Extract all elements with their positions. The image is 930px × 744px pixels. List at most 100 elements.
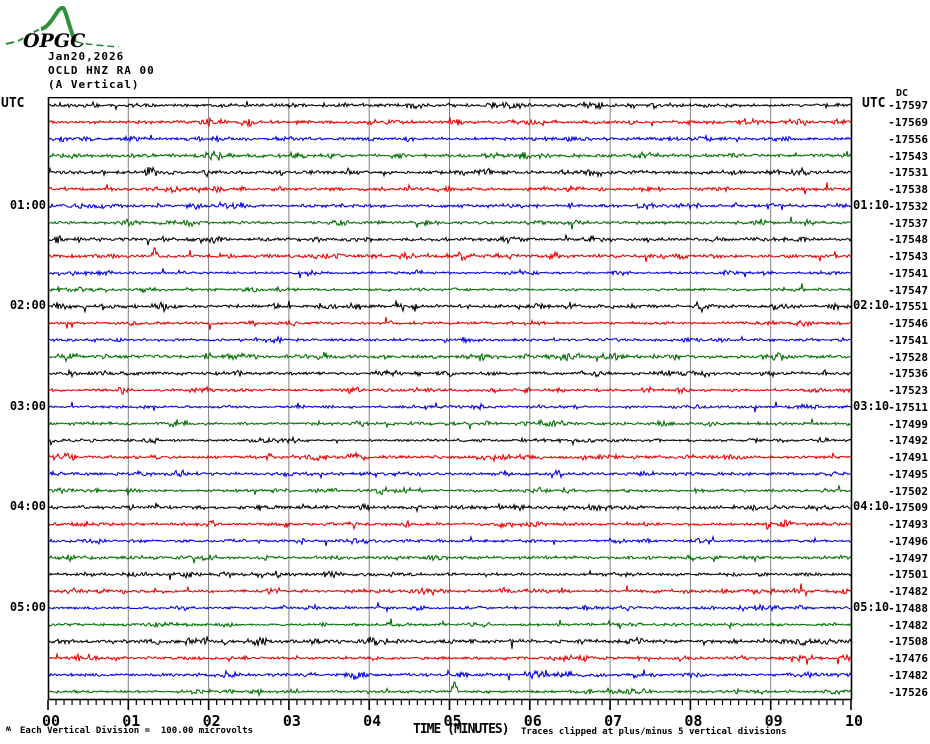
header-station-code: OCLD HNZ RA 00 bbox=[48, 64, 155, 77]
trace-row-0450 bbox=[48, 583, 852, 598]
dc-value-row-0240: -17536 bbox=[888, 367, 928, 381]
trace-row-0120 bbox=[48, 234, 852, 246]
dc-value-row-0520: -17508 bbox=[888, 635, 928, 649]
dc-value-row-0350: -17502 bbox=[888, 484, 928, 498]
trace-row-0510 bbox=[48, 618, 852, 631]
trace-row-0240 bbox=[48, 368, 852, 379]
dc-value-row-0010: -17569 bbox=[888, 116, 928, 130]
right-time-label-0510: 05:10 bbox=[853, 599, 890, 614]
volcano-curve-icon: OPGC bbox=[5, 5, 120, 52]
dc-value-row-0310: -17499 bbox=[888, 417, 928, 431]
trace-row-0340 bbox=[48, 468, 852, 480]
trace-row-0410 bbox=[48, 519, 852, 531]
trace-row-0520 bbox=[48, 636, 852, 649]
dc-value-row-0110: -17537 bbox=[888, 216, 928, 230]
wiggle-scale-icon: ʍ bbox=[6, 724, 11, 733]
x-tick-label: 10 bbox=[845, 712, 863, 730]
trace-row-0350 bbox=[48, 485, 852, 496]
x-tick-label: 01 bbox=[122, 712, 140, 730]
trace-row-0550 bbox=[48, 681, 852, 698]
hour-label-0400: 04:00 bbox=[9, 499, 46, 514]
dc-value-row-0130: -17543 bbox=[888, 250, 928, 264]
trace-row-0000 bbox=[48, 100, 852, 112]
trace-row-0420 bbox=[48, 534, 852, 547]
trace-row-0210 bbox=[48, 316, 852, 330]
dc-value-row-0510: -17482 bbox=[888, 618, 928, 632]
plot-border bbox=[47, 97, 853, 701]
dc-value-row-0530: -17476 bbox=[888, 652, 928, 666]
seismogram-plot: 00 01 02 03 04 05 06 07 08 09 10 bbox=[42, 97, 863, 730]
hour-label-0500: 05:00 bbox=[9, 599, 46, 614]
dc-value-row-0000: -17597 bbox=[888, 99, 928, 113]
trace-row-0500 bbox=[48, 602, 852, 614]
dc-value-row-0340: -17495 bbox=[888, 467, 928, 481]
dc-value-row-0140: -17541 bbox=[888, 266, 928, 280]
trace-row-0400 bbox=[48, 502, 852, 514]
dc-value-row-0410: -17493 bbox=[888, 518, 928, 532]
trace-row-0220 bbox=[49, 334, 852, 345]
dc-column-label: DC bbox=[896, 88, 909, 99]
hour-label-0300: 03:00 bbox=[9, 398, 46, 413]
dc-value-row-0320: -17492 bbox=[888, 434, 928, 448]
trace-row-0030 bbox=[48, 150, 852, 162]
dc-value-row-0230: -17528 bbox=[888, 350, 928, 364]
trace-row-0540 bbox=[48, 668, 852, 681]
trace-row-0010 bbox=[48, 116, 852, 128]
opgc-logo: OPGC bbox=[2, 2, 122, 54]
x-axis-title: TIME (MINUTES) bbox=[413, 722, 510, 737]
header-component: (A Vertical) bbox=[48, 78, 140, 91]
trace-row-0100 bbox=[48, 201, 852, 211]
right-time-label-0310: 03:10 bbox=[853, 398, 890, 413]
right-time-label-0410: 04:10 bbox=[853, 499, 890, 514]
x-tick-label: 09 bbox=[765, 712, 783, 730]
trace-row-0330 bbox=[48, 450, 852, 464]
dc-value-row-0210: -17546 bbox=[888, 317, 928, 331]
dc-value-row-0120: -17548 bbox=[888, 233, 928, 247]
trace-row-0040 bbox=[48, 165, 852, 179]
dc-value-row-0250: -17523 bbox=[888, 384, 928, 398]
trace-row-0310 bbox=[48, 418, 852, 430]
clip-note: Traces clipped at plus/minus 5 vertical … bbox=[521, 727, 787, 737]
x-tick-label: 08 bbox=[684, 712, 702, 730]
right-axis-title: UTC bbox=[862, 96, 886, 111]
x-tick-label: 03 bbox=[283, 712, 301, 730]
trace-row-0200 bbox=[48, 300, 852, 314]
dc-value-row-0100: -17532 bbox=[888, 199, 928, 213]
dc-value-row-0430: -17497 bbox=[888, 551, 928, 565]
right-time-label-0110: 01:10 bbox=[853, 197, 890, 212]
dc-value-row-0400: -17509 bbox=[888, 501, 928, 515]
x-tick-label: 00 bbox=[42, 712, 60, 730]
scale-note: Each Vertical Division = 100.00 microvol… bbox=[20, 726, 253, 736]
logo-text: OPGC bbox=[23, 30, 85, 52]
hour-label-0100: 01:00 bbox=[9, 197, 46, 212]
dc-value-row-0540: -17482 bbox=[888, 668, 928, 682]
dc-value-row-0420: -17496 bbox=[888, 534, 928, 548]
dc-value-row-0300: -17511 bbox=[888, 400, 928, 414]
dc-value-row-0020: -17556 bbox=[888, 132, 928, 146]
dc-value-row-0450: -17482 bbox=[888, 585, 928, 599]
trace-row-0140 bbox=[48, 268, 852, 279]
dc-value-row-0050: -17538 bbox=[888, 183, 928, 197]
x-tick-label: 05 bbox=[443, 712, 461, 730]
x-tick-label: 04 bbox=[363, 712, 381, 730]
hour-label-0200: 02:00 bbox=[9, 298, 46, 313]
dc-value-row-0550: -17526 bbox=[888, 685, 928, 699]
header-date: Jan20,2026 bbox=[48, 50, 125, 63]
trace-row-0430 bbox=[48, 553, 852, 564]
trace-row-0050 bbox=[48, 182, 852, 195]
trace-row-0300 bbox=[48, 401, 852, 413]
dc-value-row-0030: -17543 bbox=[888, 149, 928, 163]
x-tick-label: 02 bbox=[203, 712, 221, 730]
trace-row-0130 bbox=[48, 247, 852, 263]
trace-row-0320 bbox=[48, 435, 852, 447]
trace-row-0150 bbox=[48, 283, 852, 295]
trace-row-0110 bbox=[49, 216, 852, 230]
x-tick-label: 06 bbox=[524, 712, 542, 730]
dc-value-row-0150: -17547 bbox=[888, 283, 928, 297]
right-time-label-0210: 02:10 bbox=[853, 298, 890, 313]
trace-row-0020 bbox=[48, 133, 852, 144]
x-tick-label: 07 bbox=[604, 712, 622, 730]
dc-value-row-0500: -17488 bbox=[888, 601, 928, 615]
dc-value-row-0040: -17531 bbox=[888, 166, 928, 180]
